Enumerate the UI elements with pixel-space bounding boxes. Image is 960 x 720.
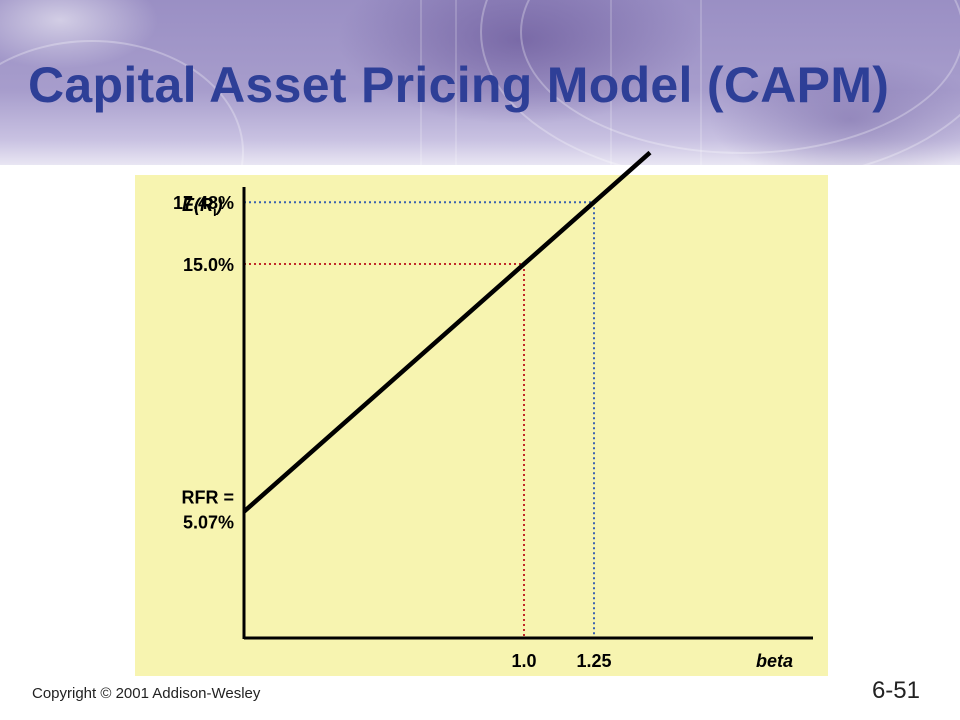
x-tick-label-0: 1.0 [511, 651, 536, 671]
security-market-line [242, 150, 652, 514]
copyright-text: Copyright © 2001 Addison-Wesley [32, 685, 261, 702]
y-tick-label-2: RFR = 5.07% [181, 488, 234, 533]
x-axis-label: beta [756, 651, 793, 671]
chart-background [135, 175, 828, 676]
y-tick-label-1: 15.0% [183, 255, 234, 275]
y-tick-label-0: 17.48% [173, 193, 234, 213]
x-tick-label-1: 1.25 [576, 651, 611, 671]
slide-number: 6-51 [871, 677, 920, 704]
slide-title: Capital Asset Pricing Model (CAPM) [28, 57, 890, 113]
header-banner [0, 0, 960, 165]
